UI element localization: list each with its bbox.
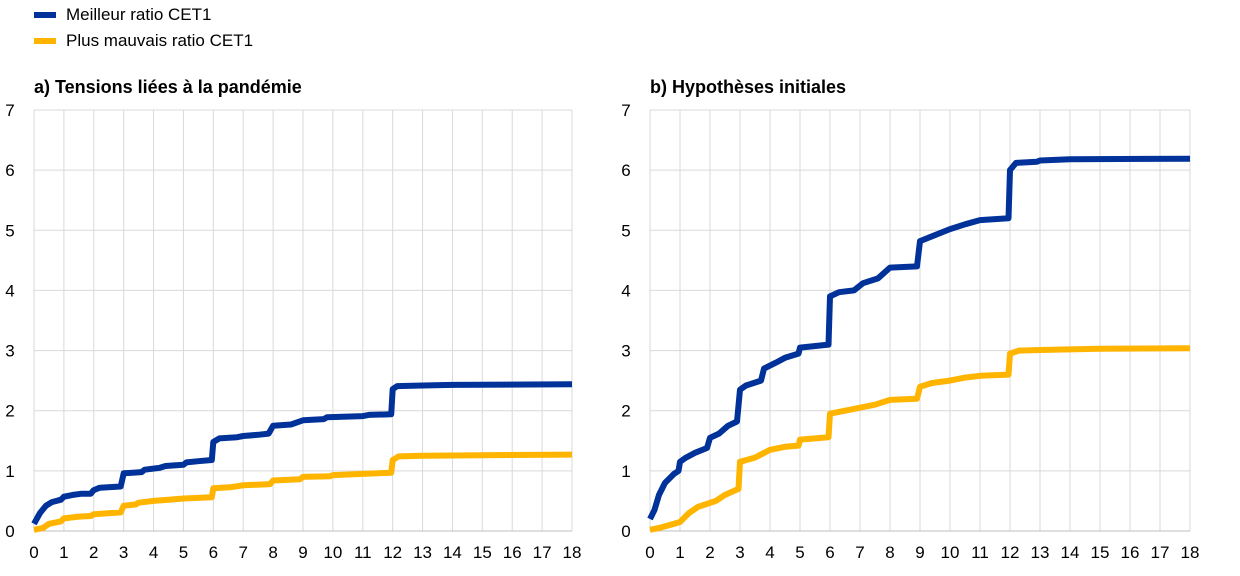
panel-b-ytick-label: 0 bbox=[621, 522, 630, 541]
panel-b-ytick-label: 5 bbox=[621, 221, 630, 240]
panel-a-xtick-label: 13 bbox=[413, 543, 432, 562]
panel-b-xtick-label: 5 bbox=[795, 543, 804, 562]
legend-item-best: Meilleur ratio CET1 bbox=[34, 2, 253, 28]
panel-a-xtick-label: 18 bbox=[563, 543, 582, 562]
panel-b-ytick-label: 3 bbox=[621, 342, 630, 361]
panel-a: a) Tensions liées à la pandémie 01234567… bbox=[5, 77, 581, 562]
panel-a-xtick-label: 12 bbox=[383, 543, 402, 562]
panel-b-xtick-label: 2 bbox=[705, 543, 714, 562]
legend-swatch-worst bbox=[34, 38, 56, 44]
panel-b-xtick-label: 7 bbox=[855, 543, 864, 562]
panel-b-xtick-label: 10 bbox=[941, 543, 960, 562]
panel-a-xtick-label: 5 bbox=[179, 543, 188, 562]
panel-b-xtick-label: 18 bbox=[1181, 543, 1200, 562]
panel-a-ytick-label: 1 bbox=[5, 462, 14, 481]
panel-b-series-worst-cet1-line bbox=[649, 345, 1191, 533]
panel-b-xtick-label: 12 bbox=[1001, 543, 1020, 562]
panel-a-xtick-label: 10 bbox=[323, 543, 342, 562]
panel-b-ytick-label: 1 bbox=[621, 462, 630, 481]
panel-b-title: b) Hypothèses initiales bbox=[650, 77, 846, 97]
legend-label-best: Meilleur ratio CET1 bbox=[66, 5, 212, 24]
panel-a-xtick-label: 1 bbox=[59, 543, 68, 562]
panel-a-xtick-label: 16 bbox=[503, 543, 522, 562]
panel-b-xtick-label: 3 bbox=[735, 543, 744, 562]
panel-b-xtick-label: 15 bbox=[1091, 543, 1110, 562]
panel-a-xtick-label: 8 bbox=[268, 543, 277, 562]
panel-b-xtick-label: 16 bbox=[1121, 543, 1140, 562]
panel-a-xtick-label: 7 bbox=[238, 543, 247, 562]
panel-a-ytick-label: 3 bbox=[5, 342, 14, 361]
panel-a-ytick-label: 2 bbox=[5, 402, 14, 421]
panel-a-ytick-label: 0 bbox=[5, 522, 14, 541]
panel-a-series-best-cet1-line bbox=[31, 381, 573, 526]
panel-a-xtick-label: 0 bbox=[29, 543, 38, 562]
panel-b-ytick-label: 2 bbox=[621, 402, 630, 421]
panel-a-xtick-label: 17 bbox=[533, 543, 552, 562]
panel-b-xtick-label: 9 bbox=[915, 543, 924, 562]
legend-label-worst: Plus mauvais ratio CET1 bbox=[66, 31, 254, 50]
panel-a-xtick-label: 3 bbox=[119, 543, 128, 562]
panel-b-xtick-label: 0 bbox=[645, 543, 654, 562]
panel-b-xtick-label: 11 bbox=[971, 543, 989, 562]
panel-a-ytick-label: 7 bbox=[5, 101, 14, 120]
panel-a-title: a) Tensions liées à la pandémie bbox=[34, 77, 302, 97]
panel-b-xtick-label: 4 bbox=[765, 543, 774, 562]
panel-a-ytick-label: 5 bbox=[5, 221, 14, 240]
panel-a-xtick-label: 14 bbox=[443, 543, 462, 562]
panel-b-xtick-label: 14 bbox=[1061, 543, 1080, 562]
panel-a-xtick-label: 11 bbox=[354, 543, 372, 562]
panel-a-ytick-label: 6 bbox=[5, 161, 14, 180]
panel-b-ytick-label: 4 bbox=[621, 281, 630, 300]
panel-a-xtick-label: 6 bbox=[209, 543, 218, 562]
legend-item-worst: Plus mauvais ratio CET1 bbox=[34, 28, 253, 54]
panel-b-ytick-label: 6 bbox=[621, 161, 630, 180]
panel-b-series-best-cet1-line bbox=[647, 155, 1191, 521]
panel-a-xtick-label: 2 bbox=[89, 543, 98, 562]
legend-swatch-best bbox=[34, 12, 56, 18]
panel-b-xtick-label: 13 bbox=[1031, 543, 1050, 562]
panel-b-ytick-label: 7 bbox=[621, 101, 630, 120]
panel-b-xtick-label: 8 bbox=[885, 543, 894, 562]
panel-b-xtick-label: 6 bbox=[825, 543, 834, 562]
panel-a-xtick-label: 4 bbox=[149, 543, 158, 562]
panel-b-xtick-label: 1 bbox=[675, 543, 684, 562]
panel-a-ytick-label: 4 bbox=[5, 281, 14, 300]
panel-a-xtick-label: 9 bbox=[298, 543, 307, 562]
panel-a-xtick-label: 15 bbox=[473, 543, 492, 562]
chart-legend: Meilleur ratio CET1 Plus mauvais ratio C… bbox=[34, 2, 253, 54]
panel-a-series-worst-cet1-line bbox=[33, 451, 573, 533]
panel-b-xtick-label: 17 bbox=[1151, 543, 1170, 562]
